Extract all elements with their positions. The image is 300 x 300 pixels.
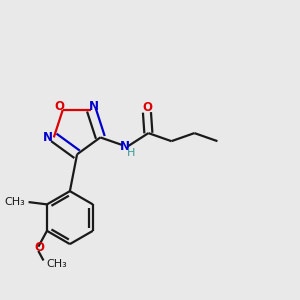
Text: N: N: [89, 100, 99, 112]
Text: CH₃: CH₃: [46, 259, 67, 269]
Text: O: O: [142, 101, 152, 114]
Text: O: O: [54, 100, 64, 113]
Text: O: O: [35, 241, 45, 254]
Text: N: N: [43, 131, 52, 144]
Text: H: H: [127, 148, 136, 158]
Text: N: N: [120, 140, 130, 152]
Text: CH₃: CH₃: [4, 197, 25, 207]
